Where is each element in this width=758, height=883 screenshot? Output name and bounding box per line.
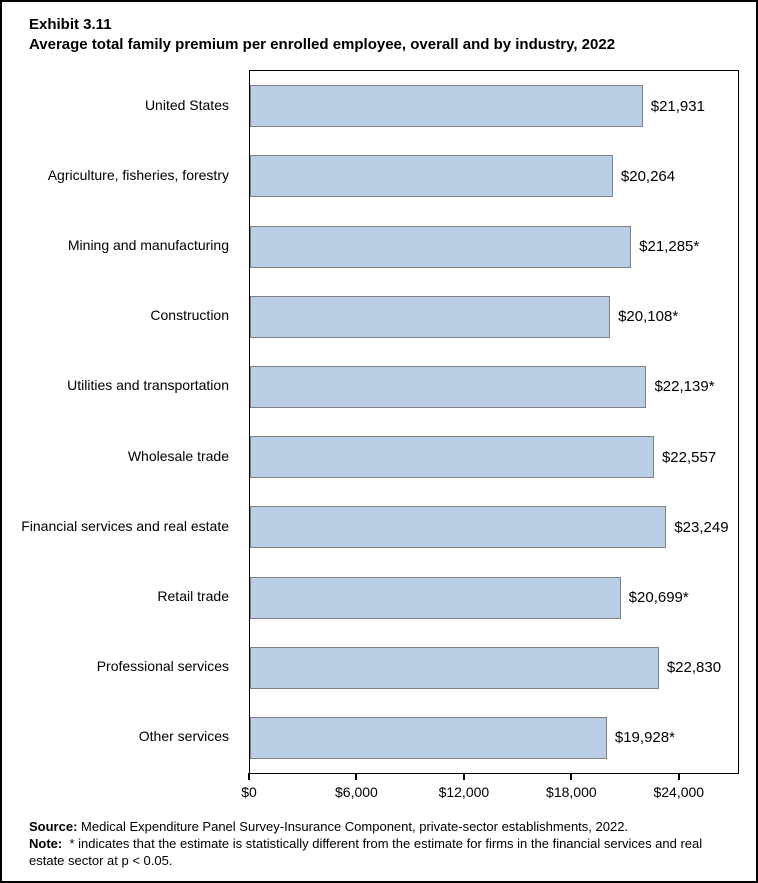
bar — [250, 225, 632, 268]
source-label: Source: — [29, 819, 78, 834]
category-label: Agriculture, fisheries, forestry — [47, 166, 229, 183]
value-label: $19,928* — [614, 729, 675, 747]
axis-tick-label: $6,000 — [335, 784, 378, 800]
bar-row: $21,931 — [250, 71, 738, 141]
value-label: $23,249 — [674, 518, 729, 536]
category-row: Construction — [2, 281, 239, 351]
bar — [250, 576, 621, 619]
category-row: United States — [2, 70, 239, 140]
axis-tick — [570, 773, 573, 780]
x-axis: $0 $6,000 $12,000 $18,000 $24,000 — [241, 772, 737, 808]
value-label: $22,139* — [654, 378, 715, 396]
category-row: Wholesale trade — [2, 421, 239, 491]
source-line: Source: Medical Expenditure Panel Survey… — [29, 818, 735, 835]
bar — [250, 436, 654, 479]
bar-row: $22,139* — [250, 352, 738, 422]
axis-tick-label: $24,000 — [653, 784, 705, 800]
value-label: $20,108* — [618, 308, 679, 326]
bar-row: $20,699* — [250, 562, 738, 632]
bar-row: $20,108* — [250, 282, 738, 352]
category-label: Mining and manufacturing — [67, 237, 229, 253]
value-label: $20,699* — [628, 589, 689, 607]
title-block: Exhibit 3.11 Average total family premiu… — [29, 15, 615, 55]
category-row: Other services — [2, 702, 239, 772]
page-title: Average total family premium per enrolle… — [29, 36, 616, 53]
value-label: $22,830 — [666, 659, 722, 677]
bar — [250, 85, 643, 128]
value-label: $21,931 — [650, 97, 705, 115]
category-label: Professional services — [96, 658, 229, 675]
category-row: Retail trade — [2, 561, 239, 631]
axis-tick-label: $18,000 — [546, 784, 597, 800]
category-row: Utilities and transportation — [2, 351, 239, 421]
bar — [250, 365, 647, 408]
category-axis: United States Agriculture, fisheries, for… — [2, 70, 239, 772]
bar-row: $22,557 — [250, 422, 738, 492]
category-label: Construction — [150, 307, 229, 324]
note-label: Note: — [29, 836, 63, 851]
exhibit-number: Exhibit 3.11 — [29, 16, 112, 33]
source-text: Medical Expenditure Panel Survey-Insuran… — [81, 819, 629, 834]
bar — [250, 506, 667, 549]
category-label: Other services — [138, 728, 229, 745]
footnotes: Source: Medical Expenditure Panel Survey… — [29, 818, 735, 869]
bar-row: $19,928* — [250, 703, 738, 773]
value-label: $22,557 — [661, 448, 717, 466]
bar-row: $21,285* — [250, 211, 738, 281]
bar — [250, 716, 607, 759]
axis-tick — [355, 773, 358, 780]
axis-tick — [248, 773, 250, 780]
axis-tick — [462, 773, 465, 780]
category-label: Retail trade — [157, 588, 229, 605]
category-row: Mining and manufacturing — [2, 210, 239, 280]
value-label: $21,285* — [639, 238, 700, 255]
bar — [250, 155, 613, 198]
category-row: Professional services — [2, 632, 239, 702]
bar-row: $22,830 — [250, 633, 738, 703]
plot-area: $21,931 $20,264 $21,285* $20,108* $22,139* $2… — [249, 70, 739, 774]
bar — [250, 295, 611, 338]
category-label: Financial services and real estate — [21, 517, 229, 534]
note-text: * indicates that the estimate is statist… — [29, 836, 703, 868]
category-row: Agriculture, fisheries, forestry — [2, 140, 239, 210]
category-label: Wholesale trade — [127, 447, 229, 464]
category-label: Utilities and transportation — [67, 377, 229, 394]
value-label: $20,264 — [620, 167, 676, 185]
axis-tick-label: $12,000 — [438, 784, 490, 800]
bar-row: $20,264 — [250, 141, 738, 211]
category-row: Financial services and real estate — [2, 491, 239, 561]
note-line: Note: * indicates that the estimate is s… — [29, 835, 735, 869]
axis-tick-label: $0 — [241, 784, 257, 800]
bar — [250, 646, 659, 689]
bar-row: $23,249 — [250, 492, 738, 562]
category-label: United States — [144, 96, 229, 113]
axis-tick — [677, 773, 680, 780]
